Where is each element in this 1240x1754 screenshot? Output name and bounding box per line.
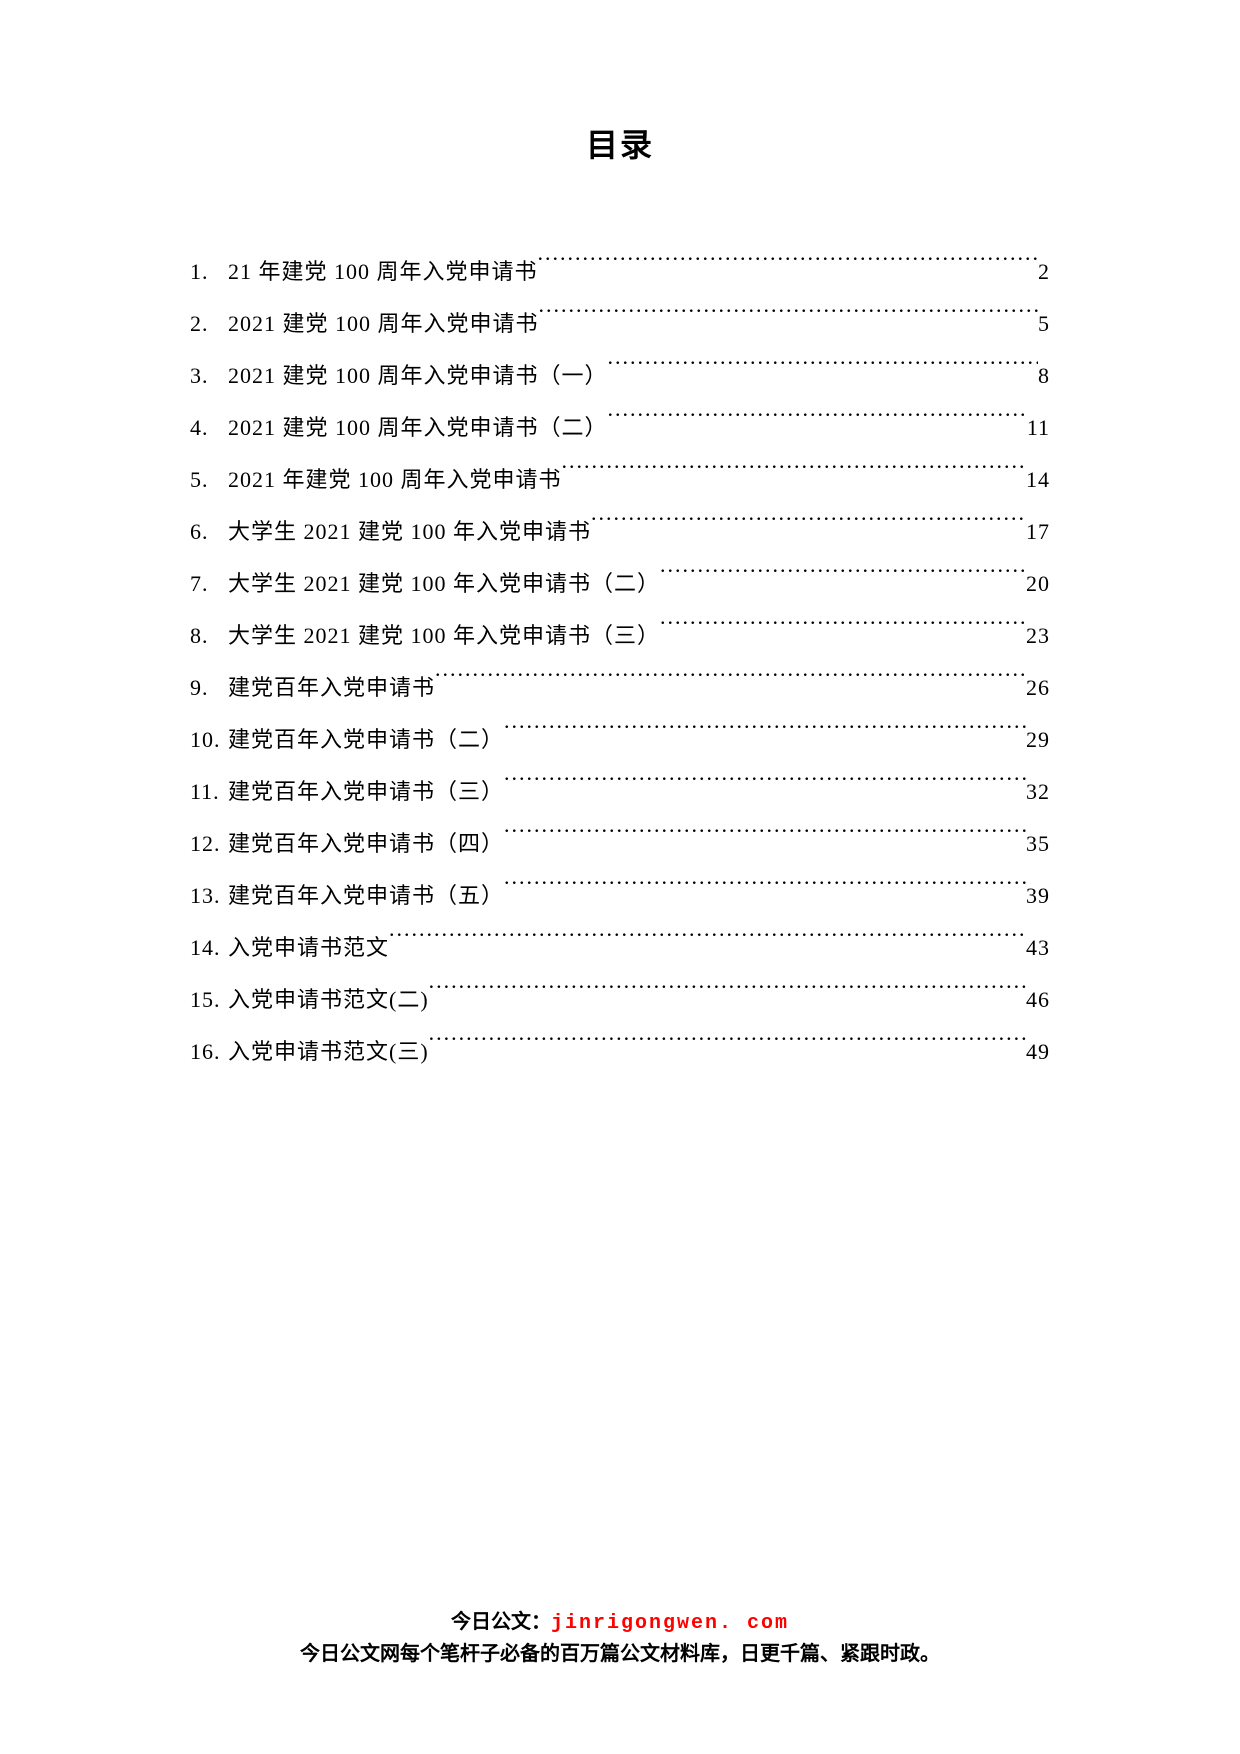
toc-entry: 8.大学生 2021 建党 100 年入党申请书（三） 23	[190, 610, 1050, 662]
toc-leader-dots	[504, 825, 1026, 851]
toc-page-number: 29	[1026, 714, 1050, 766]
toc-number: 5.	[190, 454, 228, 506]
toc-leader-dots	[435, 669, 1026, 695]
toc-page-number: 8	[1038, 350, 1050, 402]
toc-number: 14.	[190, 922, 228, 974]
toc-page-number: 14	[1026, 454, 1050, 506]
toc-number: 7.	[190, 558, 228, 610]
toc-leader-dots	[660, 617, 1026, 643]
toc-entry: 12.建党百年入党申请书（四） 35	[190, 818, 1050, 870]
toc-leader-dots	[504, 773, 1026, 799]
toc-number: 12.	[190, 818, 228, 870]
toc-entry: 2.2021 建党 100 周年入党申请书 5	[190, 298, 1050, 350]
page-footer: 今日公文：jinrigongwen. com 今日公文网每个笔杆子必备的百万篇公…	[0, 1607, 1240, 1669]
toc-page-number: 5	[1038, 298, 1050, 350]
toc-page-number: 20	[1026, 558, 1050, 610]
footer-domain: jinrigongwen. com	[551, 1612, 789, 1635]
document-page: 目录 1.21 年建党 100 周年入党申请书22.2021 建党 100 周年…	[0, 0, 1240, 1754]
toc-number: 8.	[190, 610, 228, 662]
toc-leader-dots	[504, 877, 1026, 903]
footer-line-1: 今日公文：jinrigongwen. com	[0, 1607, 1240, 1639]
toc-leader-dots	[591, 513, 1026, 539]
toc-leader-dots	[389, 929, 1026, 955]
toc-label: 2021 建党 100 周年入党申请书（二）	[228, 402, 608, 454]
toc-label: 大学生 2021 建党 100 年入党申请书（三）	[228, 610, 660, 662]
toc-leader-dots	[504, 721, 1026, 747]
page-title: 目录	[190, 120, 1050, 166]
toc-label: 大学生 2021 建党 100 年入党申请书（二）	[228, 558, 660, 610]
toc-entry: 5.2021 年建党 100 周年入党申请书 14	[190, 454, 1050, 506]
toc-entry: 4.2021 建党 100 周年入党申请书（二） 11	[190, 402, 1050, 454]
toc-page-number: 43	[1026, 922, 1050, 974]
toc-label: 大学生 2021 建党 100 年入党申请书	[228, 506, 591, 558]
toc-label: 建党百年入党申请书（三）	[228, 766, 504, 818]
toc-number: 3.	[190, 350, 228, 402]
toc-number: 6.	[190, 506, 228, 558]
toc-page-number: 23	[1026, 610, 1050, 662]
toc-page-number: 2	[1038, 246, 1050, 298]
toc-number: 1.	[190, 246, 228, 298]
toc-leader-dots	[429, 1033, 1026, 1059]
toc-page-number: 32	[1026, 766, 1050, 818]
toc-number: 15.	[190, 974, 228, 1026]
toc-number: 11.	[190, 766, 228, 818]
toc-number: 10.	[190, 714, 228, 766]
toc-leader-dots	[429, 981, 1026, 1007]
toc-label: 入党申请书范文	[228, 922, 389, 974]
toc-label: 21 年建党 100 周年入党申请书	[228, 246, 538, 298]
toc-leader-dots	[539, 305, 1038, 331]
toc-entry: 11.建党百年入党申请书（三） 32	[190, 766, 1050, 818]
toc-entry: 16.入党申请书范文(三) 49	[190, 1026, 1050, 1078]
footer-line-2: 今日公文网每个笔杆子必备的百万篇公文材料库，日更千篇、紧跟时政。	[0, 1639, 1240, 1669]
toc-page-number: 11	[1027, 402, 1050, 454]
toc-label: 建党百年入党申请书	[228, 662, 435, 714]
toc-entry: 15.入党申请书范文(二) 46	[190, 974, 1050, 1026]
toc-number: 9.	[190, 662, 228, 714]
toc-page-number: 17	[1026, 506, 1050, 558]
toc-leader-dots	[608, 409, 1027, 435]
toc-label: 建党百年入党申请书（五）	[228, 870, 504, 922]
toc-leader-dots	[608, 357, 1038, 383]
toc-entry: 3.2021 建党 100 周年入党申请书（一） 8	[190, 350, 1050, 402]
toc-label: 建党百年入党申请书（四）	[228, 818, 504, 870]
toc-page-number: 49	[1026, 1026, 1050, 1078]
toc-entry: 13.建党百年入党申请书（五） 39	[190, 870, 1050, 922]
toc-page-number: 35	[1026, 818, 1050, 870]
toc-number: 2.	[190, 298, 228, 350]
toc-entry: 6.大学生 2021 建党 100 年入党申请书 17	[190, 506, 1050, 558]
toc-leader-dots	[538, 253, 1038, 279]
toc-number: 16.	[190, 1026, 228, 1078]
toc-label: 2021 年建党 100 周年入党申请书	[228, 454, 562, 506]
toc-label: 入党申请书范文(三)	[228, 1026, 429, 1078]
toc-entry: 10.建党百年入党申请书（二） 29	[190, 714, 1050, 766]
table-of-contents: 1.21 年建党 100 周年入党申请书22.2021 建党 100 周年入党申…	[190, 246, 1050, 1078]
footer-prefix: 今日公文：	[451, 1611, 551, 1633]
toc-leader-dots	[562, 461, 1026, 487]
toc-entry: 14.入党申请书范文 43	[190, 922, 1050, 974]
toc-label: 2021 建党 100 周年入党申请书（一）	[228, 350, 608, 402]
toc-entry: 7.大学生 2021 建党 100 年入党申请书（二） 20	[190, 558, 1050, 610]
toc-label: 建党百年入党申请书（二）	[228, 714, 504, 766]
toc-page-number: 26	[1026, 662, 1050, 714]
toc-label: 入党申请书范文(二)	[228, 974, 429, 1026]
toc-entry: 1.21 年建党 100 周年入党申请书 2	[190, 246, 1050, 298]
toc-label: 2021 建党 100 周年入党申请书	[228, 298, 539, 350]
toc-page-number: 39	[1026, 870, 1050, 922]
toc-number: 13.	[190, 870, 228, 922]
toc-entry: 9.建党百年入党申请书 26	[190, 662, 1050, 714]
toc-number: 4.	[190, 402, 228, 454]
toc-page-number: 46	[1026, 974, 1050, 1026]
toc-leader-dots	[660, 565, 1026, 591]
